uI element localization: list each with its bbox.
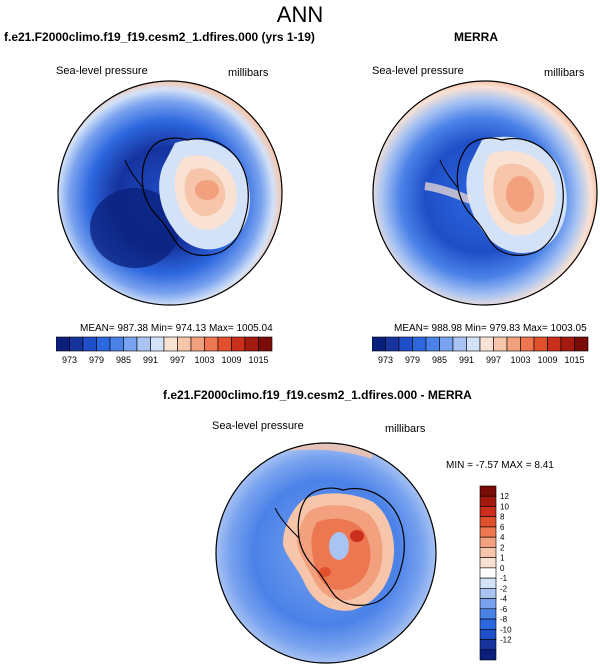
colorbar-tick-label: 1003: [194, 355, 214, 365]
colorbar-segment: [479, 526, 497, 538]
panel-2-colorbar: 973 979 985 991 997 1003 1009 1015: [372, 336, 589, 365]
colorbar-tick-label: -6: [500, 605, 508, 614]
colorbar-segment: [479, 536, 497, 548]
figure-title: ANN: [276, 2, 324, 27]
colorbar-segment: [533, 336, 548, 352]
panel-3-variable-label: Sea-level pressure: [212, 420, 304, 432]
colorbar-segment: [479, 577, 497, 589]
colorbar-tick-label: 1015: [248, 355, 268, 365]
panel-1-stats: MEAN= 987.38 Min= 974.13 Max= 1005.04: [80, 323, 273, 334]
panel-2-stats: MEAN= 988.98 Min= 979.83 Max= 1003.05: [394, 323, 587, 334]
colorbar-segment: [412, 336, 427, 352]
colorbar-segment: [244, 336, 259, 352]
panel-1-colorbar: 973 979 985 991 997 1003 1009 1015: [56, 336, 273, 365]
colorbar-tick-label: 973: [62, 355, 77, 365]
colorbar-tick-label: -4: [500, 595, 508, 604]
colorbar-segment: [479, 598, 497, 610]
colorbar-tick-label: 0: [500, 564, 505, 573]
colorbar-tick-label: 4: [500, 533, 505, 542]
panel-2-units-label: millibars: [544, 67, 585, 79]
panel-1-variable-label: Sea-level pressure: [56, 65, 148, 77]
panel-3-polar-map: [215, 442, 437, 664]
colorbar-tick-label: 1: [500, 554, 505, 563]
colorbar-segment: [479, 567, 497, 579]
panel-1-polar-map: [57, 80, 283, 306]
colorbar-tick-label: 973: [378, 355, 393, 365]
colorbar-tick-label: -2: [500, 584, 508, 593]
colorbar-tick-label: 997: [486, 355, 501, 365]
colorbar-segment: [479, 495, 497, 507]
colorbar-segment: [479, 649, 497, 661]
colorbar-tick-label: -1: [500, 574, 508, 583]
colorbar-tick-label: 1003: [510, 355, 530, 365]
colorbar-tick-label: 1009: [221, 355, 241, 365]
colorbar-segment: [439, 336, 454, 352]
panel-1-title: f.e21.F2000climo.f19_f19.cesm2_1.dfires.…: [4, 30, 315, 44]
colorbar-tick-label: 12: [500, 492, 509, 501]
colorbar-tick-label: 6: [500, 523, 505, 532]
colorbar-segment: [479, 485, 497, 497]
colorbar-segment: [217, 336, 232, 352]
colorbar-segment: [123, 336, 138, 352]
colorbar-tick-label: -8: [500, 615, 508, 624]
colorbar-segment: [163, 336, 178, 352]
colorbar-tick-label: 1009: [537, 355, 557, 365]
colorbar-tick-label: 985: [116, 355, 131, 365]
colorbar-tick-label: 8: [500, 513, 505, 522]
panel-2-variable-label: Sea-level pressure: [372, 65, 464, 77]
colorbar-segment: [177, 336, 192, 352]
colorbar-segment: [425, 336, 440, 352]
colorbar-segment: [479, 557, 497, 569]
colorbar-segment: [385, 336, 400, 352]
colorbar-segment: [190, 336, 205, 352]
colorbar-tick-label: 991: [143, 355, 158, 365]
colorbar-segment: [479, 639, 497, 651]
colorbar-segment: [82, 336, 97, 352]
panel-3-units-label: millibars: [385, 423, 426, 435]
panel-3-title: f.e21.F2000climo.f19_f19.cesm2_1.dfires.…: [163, 388, 472, 402]
colorbar-segment: [258, 336, 273, 352]
colorbar-segment: [547, 336, 562, 352]
colorbar-segment: [466, 336, 481, 352]
panel-2-title: MERRA: [454, 30, 498, 44]
colorbar-tick-label: 985: [432, 355, 447, 365]
colorbar-segment: [69, 336, 84, 352]
colorbar-tick-label: 991: [459, 355, 474, 365]
panel-2-polar-map: [372, 80, 598, 306]
colorbar-segment: [231, 336, 246, 352]
colorbar-segment: [479, 588, 497, 599]
colorbar-segment: [479, 608, 497, 620]
colorbar-segment: [452, 336, 467, 352]
colorbar-tick-label: 979: [89, 355, 104, 365]
colorbar-segment: [479, 516, 497, 528]
colorbar-segment: [479, 547, 497, 558]
colorbar-segment: [150, 336, 165, 352]
panel-3-stats: MIN = -7.57 MAX = 8.41: [446, 460, 554, 471]
colorbar-tick-label: 979: [405, 355, 420, 365]
colorbar-tick-label: -10: [500, 625, 512, 634]
colorbar-tick-label: 997: [170, 355, 185, 365]
colorbar-segment: [136, 336, 151, 352]
colorbar-segment: [96, 336, 111, 352]
colorbar-segment: [398, 336, 413, 352]
colorbar-segment: [506, 336, 521, 352]
colorbar-segment: [204, 336, 219, 352]
colorbar-segment: [560, 336, 575, 352]
colorbar-tick-label: 1015: [564, 355, 584, 365]
colorbar-segment: [493, 336, 508, 352]
colorbar-tick-label: -12: [500, 636, 512, 645]
colorbar-segment: [372, 336, 386, 352]
colorbar-segment: [479, 628, 497, 640]
colorbar-segment: [520, 336, 535, 352]
colorbar-tick-label: 10: [500, 502, 509, 511]
colorbar-segment: [109, 336, 124, 352]
panel-1-units-label: millibars: [228, 67, 269, 79]
colorbar-segment: [574, 336, 589, 352]
colorbar-segment: [479, 618, 497, 630]
colorbar-segment: [56, 336, 70, 352]
colorbar-segment: [479, 506, 497, 518]
colorbar-segment: [479, 336, 494, 352]
colorbar-tick-label: 2: [500, 543, 505, 552]
